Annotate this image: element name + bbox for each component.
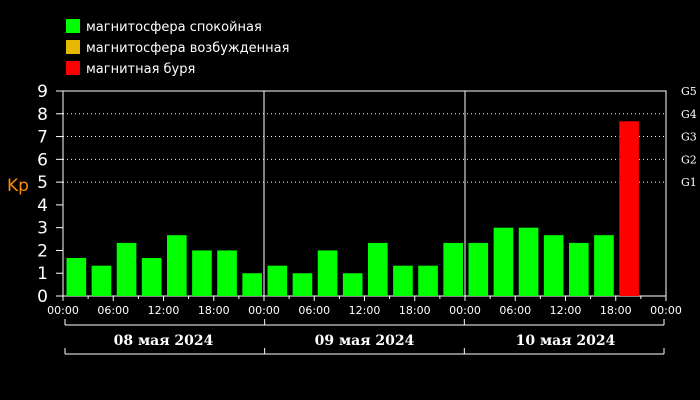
kp-bar-8 — [267, 265, 288, 296]
x-tick-label-10: 12:00 — [550, 304, 582, 317]
kp-bar-18 — [518, 227, 539, 296]
kp-bar-14 — [418, 265, 438, 296]
g-scale-label-g5: G5 — [681, 85, 697, 98]
kp-bar-1 — [91, 265, 112, 296]
day-label-0: 08 мая 2024 — [114, 333, 214, 349]
kp-bar-22 — [619, 121, 639, 297]
y-tick-label-0: 0 — [37, 287, 48, 307]
kp-bar-21 — [594, 235, 614, 296]
legend-label-2: магнитная буря — [86, 62, 195, 77]
legend-label-1: магнитосфера возбужденная — [86, 41, 289, 56]
y-tick-label-6: 6 — [37, 150, 48, 170]
y-tick-label-3: 3 — [37, 219, 48, 239]
kp-bar-9 — [292, 273, 313, 296]
legend-swatch-2 — [66, 61, 80, 75]
kp-bar-5 — [192, 250, 212, 296]
x-tick-label-11: 18:00 — [600, 304, 632, 317]
x-tick-label-3: 18:00 — [198, 304, 230, 317]
x-tick-label-4: 00:00 — [248, 304, 280, 317]
x-tick-label-5: 06:00 — [298, 304, 330, 317]
kp-bar-16 — [468, 242, 489, 296]
y-tick-label-9: 9 — [37, 82, 48, 102]
y-tick-label-2: 2 — [37, 241, 48, 261]
kp-bar-7 — [242, 273, 262, 296]
x-tick-label-8: 00:00 — [449, 304, 481, 317]
y-tick-label-8: 8 — [37, 105, 48, 125]
kp-bar-11 — [342, 273, 363, 296]
kp-bar-10 — [317, 250, 338, 296]
kp-bar-4 — [167, 235, 187, 296]
y-tick-label-1: 1 — [37, 264, 48, 284]
kp-bar-12 — [368, 242, 388, 296]
day-label-2: 10 мая 2024 — [516, 333, 616, 349]
legend-label-0: магнитосфера спокойная — [86, 20, 262, 35]
x-tick-label-2: 12:00 — [148, 304, 180, 317]
x-tick-label-9: 06:00 — [499, 304, 531, 317]
kp-bar-3 — [141, 257, 162, 296]
y-tick-label-5: 5 — [37, 173, 48, 193]
x-tick-label-1: 06:00 — [97, 304, 129, 317]
x-tick-label-12: 00:00 — [650, 304, 682, 317]
kp-bar-2 — [116, 242, 137, 296]
kp-bar-6 — [217, 250, 237, 296]
x-tick-label-0: 00:00 — [47, 304, 79, 317]
kp-bar-17 — [493, 227, 514, 296]
legend-swatch-1 — [66, 40, 80, 54]
g-scale-label-g4: G4 — [681, 108, 697, 121]
y-axis-label: Kp — [7, 176, 29, 196]
kp-bar-0 — [66, 257, 87, 296]
g-scale-label-g1: G1 — [681, 176, 697, 189]
g-scale-label-g3: G3 — [681, 131, 697, 144]
x-tick-label-6: 12:00 — [349, 304, 381, 317]
y-tick-label-4: 4 — [37, 196, 48, 216]
kp-bar-15 — [443, 242, 463, 296]
y-tick-label-7: 7 — [37, 128, 48, 148]
kp-bar-20 — [569, 242, 589, 296]
g-scale-label-g2: G2 — [681, 153, 697, 166]
kp-bar-19 — [543, 235, 564, 296]
legend-swatch-0 — [66, 19, 80, 33]
x-tick-label-7: 18:00 — [399, 304, 431, 317]
day-label-1: 09 мая 2024 — [315, 333, 415, 349]
kp-bar-13 — [393, 265, 413, 296]
